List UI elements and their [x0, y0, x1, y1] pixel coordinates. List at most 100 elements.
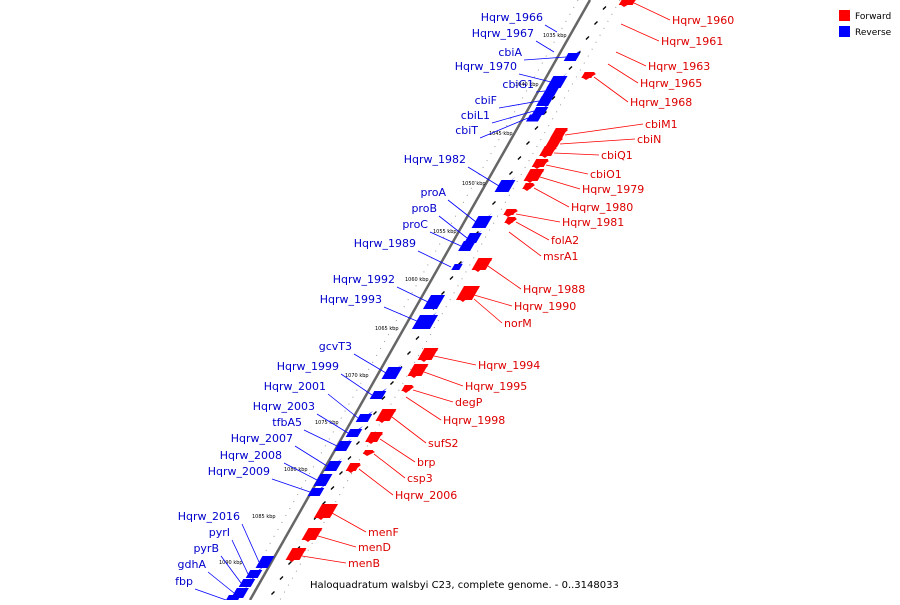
reverse-gene-cbiG1[interactable]: cbiG1: [502, 78, 560, 96]
reverse-gene-cbiT[interactable]: cbiT: [455, 111, 543, 139]
gene-label: Hqrw_2007: [231, 432, 293, 445]
reverse-gene-Hqrw_2008[interactable]: Hqrw_2008: [220, 449, 333, 486]
gene-leader: [438, 215, 468, 239]
gene-block-body: [563, 53, 581, 61]
minor-tick: [364, 426, 369, 430]
reverse-gene-pyrI[interactable]: pyrI: [209, 526, 263, 578]
reverse-gene-Hqrw_1966[interactable]: Hqrw_1966: [481, 11, 558, 33]
forward-gene-brp[interactable]: brp: [365, 432, 436, 469]
reverse-gene-Hqrw_2003[interactable]: Hqrw_2003: [253, 400, 363, 437]
gene-block-body: [285, 548, 307, 560]
gene-leader: [417, 250, 452, 268]
forward-gene-menB[interactable]: menB: [285, 548, 380, 570]
gene-leader: [353, 353, 387, 374]
reverse-gene-fbp[interactable]: fbp: [175, 575, 241, 605]
forward-gene-Hqrw_1963[interactable]: Hqrw_1963: [615, 51, 710, 73]
minor-tick: [279, 576, 284, 580]
forward-gene-Hqrw_1988[interactable]: Hqrw_1988: [471, 258, 586, 296]
scale-tick-label: 1050 kbp: [462, 181, 486, 187]
reverse-gene-proC[interactable]: proC: [402, 218, 476, 251]
gene-leader: [271, 478, 311, 493]
legend: Forward Reverse: [839, 10, 892, 38]
reverse-gene-Hqrw_1982[interactable]: Hqrw_1982: [404, 153, 516, 192]
forward-gene-sufS2[interactable]: sufS2: [375, 409, 459, 450]
forward-gene-Hqrw_1990[interactable]: Hqrw_1990: [455, 286, 576, 313]
gene-leader: [467, 166, 500, 187]
reverse-gene-Hqrw_1967[interactable]: Hqrw_1967: [472, 27, 555, 53]
reverse-gene-Hqrw_1989[interactable]: Hqrw_1989: [354, 237, 464, 270]
gene-label: norM: [504, 317, 532, 330]
minor-tick: [356, 441, 360, 445]
gene-block-body: [223, 595, 241, 605]
gene-leader: [231, 539, 249, 575]
forward-gene-Hqrw_1981[interactable]: Hqrw_1981: [503, 209, 624, 229]
gene-block-body: [451, 264, 463, 270]
reverse-gene-Hqrw_2009[interactable]: Hqrw_2009: [208, 465, 325, 496]
gene-label: proA: [420, 186, 446, 199]
gene-block-body: [458, 241, 476, 251]
gene-label: brp: [417, 456, 436, 469]
forward-gene-Hqrw_1965[interactable]: Hqrw_1965: [607, 63, 702, 90]
forward-gene-msrA1[interactable]: msrA1: [508, 231, 579, 263]
gene-label: gdhA: [178, 558, 207, 571]
reverse-gene-tfbA5[interactable]: tfbA5: [272, 416, 352, 451]
forward-gene-Hqrw_1994[interactable]: Hqrw_1994: [417, 348, 541, 372]
reverse-gene-cbiF[interactable]: cbiF: [475, 93, 554, 109]
gene-leader: [358, 468, 394, 496]
forward-gene-Hqrw_1961[interactable]: Hqrw_1961: [620, 23, 723, 48]
forward-gene-Hqrw_1998[interactable]: Hqrw_1998: [405, 396, 505, 427]
gene-block-body: [494, 180, 516, 192]
forward-gene-menD[interactable]: menD: [301, 528, 391, 554]
forward-gene-Hqrw_1980[interactable]: Hqrw_1980: [522, 183, 633, 214]
reverse-gene-Hqrw_2007[interactable]: Hqrw_2007: [231, 432, 342, 471]
gene-label: csp3: [407, 472, 433, 485]
minor-tick: [415, 336, 420, 340]
gene-block-body: [375, 409, 397, 421]
reverse-gene-gcvT3[interactable]: gcvT3: [319, 340, 403, 379]
gene-leader: [564, 123, 644, 136]
gene-leader: [559, 138, 636, 145]
minor-tick: [441, 291, 445, 295]
reverse-gene-Hqrw_2001[interactable]: Hqrw_2001: [264, 380, 373, 422]
reverse-gene-Hqrw_1970[interactable]: Hqrw_1970: [455, 60, 568, 88]
forward-gene-csp3[interactable]: csp3: [362, 450, 433, 485]
gene-block-body: [542, 86, 560, 96]
minor-tick: [568, 66, 573, 70]
forward-gene-Hqrw_1995[interactable]: Hqrw_1995: [407, 364, 528, 393]
scale-tick-label: 1055 kbp: [433, 229, 457, 235]
reverse-gene-cbiA[interactable]: cbiA: [498, 46, 581, 61]
gene-label: cbiL1: [461, 109, 490, 122]
forward-gene-Hqrw_1979[interactable]: Hqrw_1979: [523, 169, 645, 196]
forward-gene-Hqrw_1968[interactable]: Hqrw_1968: [581, 72, 692, 109]
gene-label: Hqrw_1965: [640, 77, 702, 90]
forward-gene-cbiM1[interactable]: cbiM1: [550, 118, 678, 140]
reverse-gene-pyrB[interactable]: pyrB: [193, 542, 256, 587]
forward-gene-menF[interactable]: menF: [313, 504, 399, 539]
reverse-gene-Hqrw_1992[interactable]: Hqrw_1992: [333, 273, 446, 309]
reverse-gene-cbiL1[interactable]: cbiL1: [461, 104, 549, 124]
gene-leader: [423, 371, 464, 387]
legend-label-forward: Forward: [855, 12, 891, 22]
reverse-gene-Hqrw_1999[interactable]: Hqrw_1999: [277, 360, 387, 399]
reverse-gene-proB[interactable]: proB: [411, 202, 482, 243]
forward-gene-Hqrw_2006[interactable]: Hqrw_2006: [345, 463, 458, 502]
forward-gene-degP[interactable]: degP: [401, 385, 483, 409]
forward-gene-cbiQ1[interactable]: cbiQ1: [539, 146, 633, 162]
forward-gene-cbiO1[interactable]: cbiO1: [531, 159, 622, 181]
forward-gene-folA2[interactable]: folA2: [504, 217, 579, 247]
gene-block-body: [417, 348, 439, 360]
gene-leader: [523, 56, 567, 61]
gene-leader: [294, 445, 328, 467]
reverse-gene-proA[interactable]: proA: [420, 186, 493, 228]
reverse-gene-Hqrw_1993[interactable]: Hqrw_1993: [320, 293, 439, 329]
reverse-gene-Hqrw_2016[interactable]: Hqrw_2016: [178, 510, 275, 568]
forward-gene-norM[interactable]: norM: [473, 298, 532, 330]
scale-tick-label: 1070 kbp: [345, 373, 369, 379]
gene-label: pyrB: [193, 542, 219, 555]
gene-block-body: [523, 169, 545, 181]
scale-tick-label: 1075 kbp: [315, 420, 339, 426]
forward-gene-Hqrw_1960[interactable]: Hqrw_1960: [618, 0, 735, 27]
gene-label: Hqrw_2006: [395, 489, 457, 502]
gene-leader: [473, 298, 503, 324]
